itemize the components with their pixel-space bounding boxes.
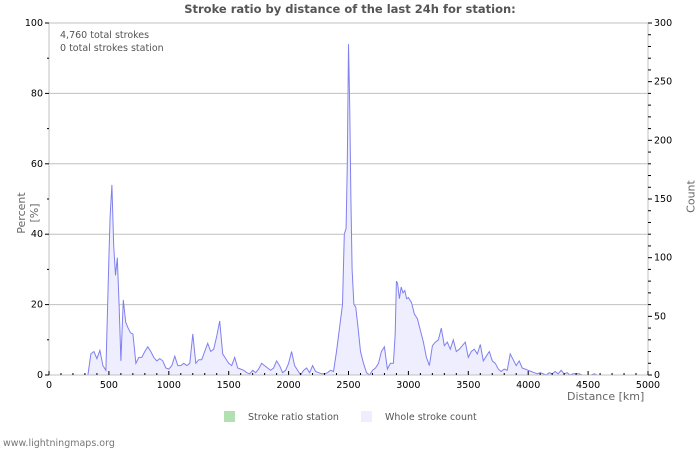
- left-axis-label: Percent [%]: [15, 192, 41, 234]
- x-tick-label: 4500: [576, 380, 600, 391]
- left-tick-label: 100: [25, 18, 43, 29]
- legend-swatch-whole: [361, 411, 372, 422]
- left-tick-label: 80: [31, 88, 43, 99]
- x-tick-label: 1500: [217, 380, 241, 391]
- x-tick-label: 3000: [396, 380, 420, 391]
- footer-link[interactable]: www.lightningmaps.org: [3, 438, 115, 449]
- legend-label-whole: Whole stroke count: [385, 412, 477, 423]
- stroke-count-line: [87, 44, 604, 376]
- left-tick-label: 20: [31, 300, 43, 311]
- legend-swatch-station: [224, 411, 235, 422]
- left-tick-label: 0: [37, 370, 43, 381]
- right-tick-label: 50: [654, 311, 666, 322]
- x-axis-label: Distance [km]: [567, 390, 645, 403]
- right-tick-label: 150: [654, 194, 672, 205]
- left-tick-label: 40: [31, 229, 43, 240]
- stroke-summary: 4,760 total strokes 0 total strokes stat…: [60, 29, 164, 55]
- total-strokes-text: 4,760 total strokes: [60, 30, 150, 41]
- stroke-count-fill: [87, 44, 604, 375]
- x-tick-label: 2000: [277, 380, 301, 391]
- right-tick-label: 100: [654, 253, 672, 264]
- right-tick-label: 300: [654, 18, 672, 29]
- left-tick-label: 60: [31, 159, 43, 170]
- right-tick-label: 200: [654, 135, 672, 146]
- x-tick-label: 1000: [157, 380, 181, 391]
- x-tick-label: 0: [46, 380, 52, 391]
- total-strokes-station-text: 0 total strokes station: [60, 43, 164, 54]
- right-tick-label: 250: [654, 77, 672, 88]
- x-tick-label: 4000: [516, 380, 540, 391]
- right-tick-label: 0: [654, 370, 660, 381]
- legend-label-station: Stroke ratio station: [248, 412, 339, 423]
- x-tick-label: 5000: [636, 380, 660, 391]
- x-tick-label: 3500: [456, 380, 480, 391]
- x-tick-label: 2500: [336, 380, 360, 391]
- stroke-count-area: [87, 44, 604, 376]
- chart-title: Stroke ratio by distance of the last 24h…: [184, 2, 516, 16]
- x-tick-label: 500: [100, 380, 118, 391]
- right-axis-label: Count: [684, 180, 698, 213]
